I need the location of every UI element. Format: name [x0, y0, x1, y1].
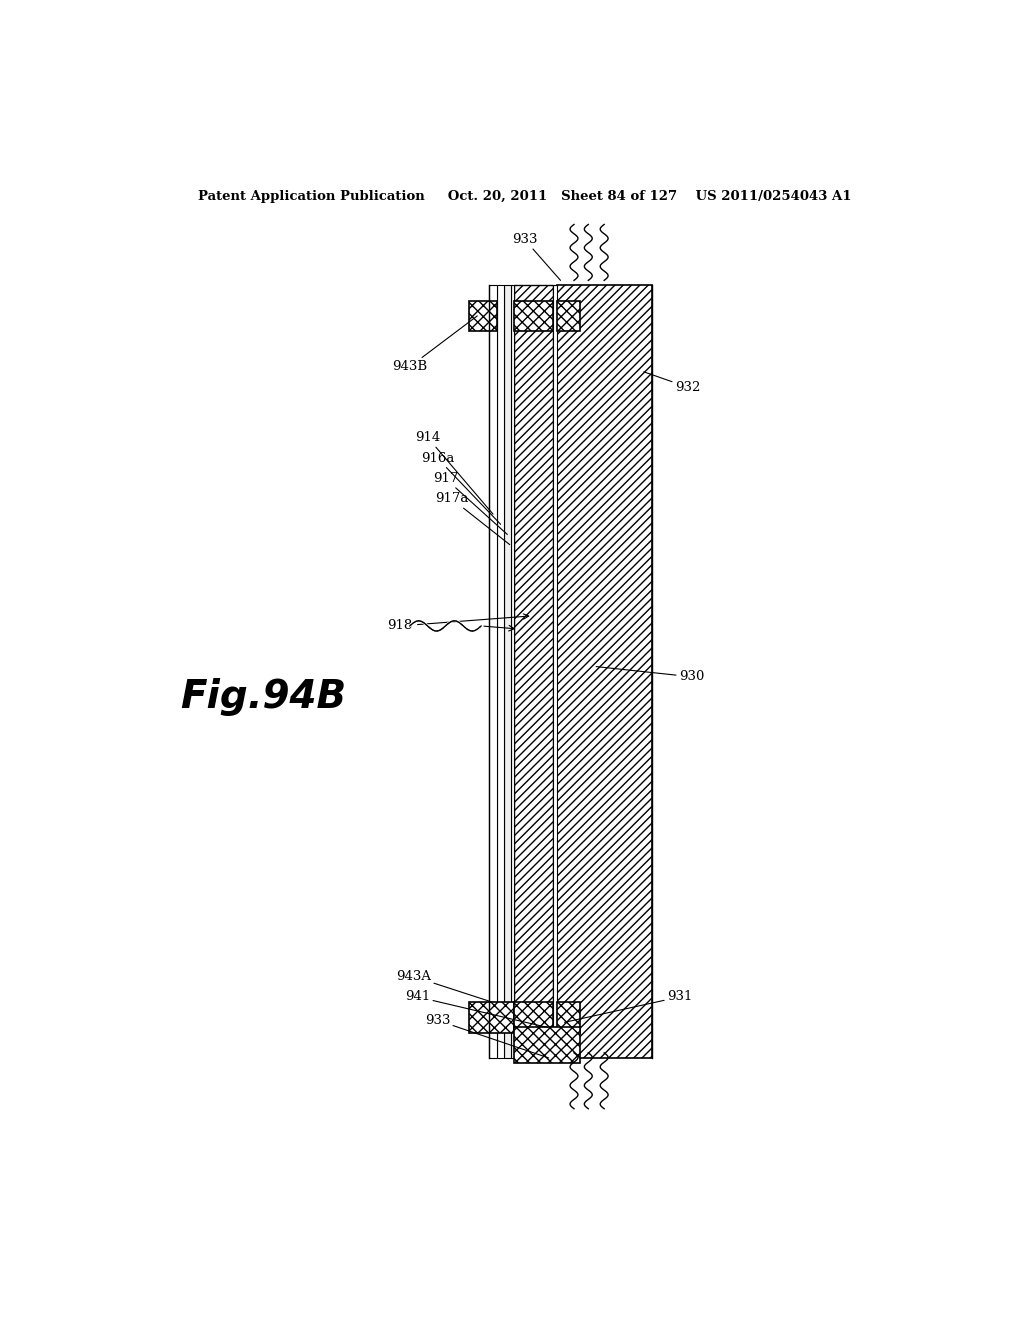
Bar: [557, 301, 581, 331]
Bar: [553, 285, 557, 1057]
Text: 916a: 916a: [421, 451, 501, 524]
Bar: [514, 1002, 553, 1032]
Text: 914: 914: [416, 432, 494, 515]
Text: 932: 932: [644, 372, 700, 393]
Bar: [511, 285, 514, 1057]
Text: Patent Application Publication     Oct. 20, 2011   Sheet 84 of 127    US 2011/02: Patent Application Publication Oct. 20, …: [198, 190, 852, 202]
Text: 930: 930: [596, 667, 705, 684]
Bar: [469, 1002, 514, 1032]
Text: 918: 918: [387, 614, 528, 632]
Bar: [514, 301, 553, 331]
Text: Fig.94B: Fig.94B: [180, 678, 346, 715]
Text: 931: 931: [564, 990, 692, 1022]
Text: 943B: 943B: [392, 315, 477, 374]
Bar: [469, 301, 497, 331]
Bar: [514, 1027, 581, 1063]
Text: 933: 933: [425, 1014, 549, 1057]
Bar: [514, 285, 553, 1057]
Bar: [557, 285, 652, 1057]
Bar: [497, 285, 504, 1057]
Text: 941: 941: [406, 990, 548, 1027]
Bar: [557, 1002, 581, 1032]
Text: 933: 933: [512, 234, 560, 280]
Bar: [489, 285, 497, 1057]
Text: 917: 917: [433, 473, 507, 535]
Text: 917a: 917a: [435, 492, 510, 545]
Bar: [504, 285, 511, 1057]
Text: 943A: 943A: [396, 970, 492, 1002]
